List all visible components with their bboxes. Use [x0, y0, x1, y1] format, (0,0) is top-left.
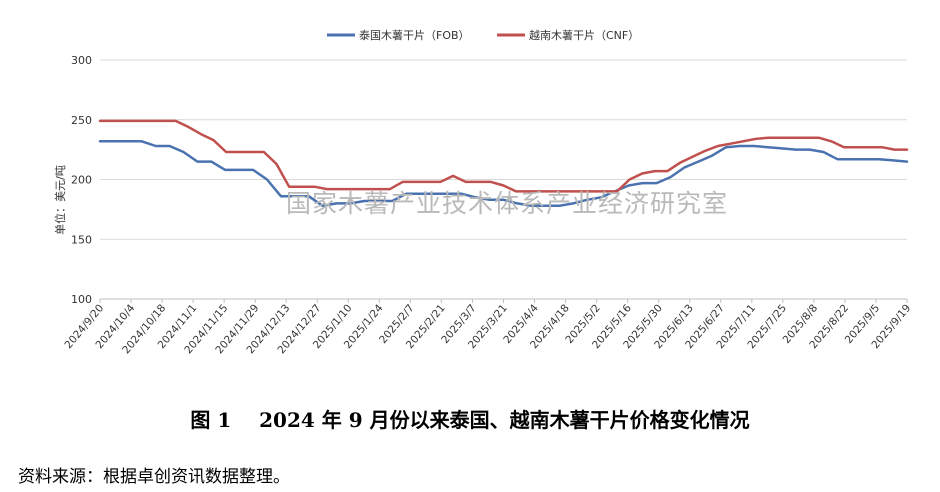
legend: 泰国木薯干片（FOB） 越南木薯干片（CNF） [327, 28, 639, 42]
series-line-1 [98, 119, 909, 193]
legend-label-0: 泰国木薯干片（FOB） [359, 28, 470, 42]
y-tick-label: 300 [71, 54, 92, 67]
y-tick-label: 100 [71, 293, 92, 306]
y-tick-label: 200 [71, 174, 92, 187]
y-axis-label: 单位：美元/吨 [53, 165, 67, 235]
y-tick-label: 250 [71, 114, 92, 127]
legend-label-1: 越南木薯干片（CNF） [529, 28, 639, 42]
gridlines [100, 59, 907, 300]
series-lines [98, 119, 909, 208]
x-axis: 2024/9/202024/10/42024/10/182024/11/1202… [62, 299, 913, 356]
series-line-0 [98, 140, 909, 208]
figure-caption: 图 1 2024 年 9 月份以来泰国、越南木薯干片价格变化情况 [190, 408, 750, 432]
y-tick-label: 150 [71, 233, 92, 246]
source-note: 资料来源：根据卓创资讯数据整理。 [18, 467, 290, 487]
watermark: 国家木薯产业技术体系产业经济研究室 [286, 189, 729, 218]
y-axis: 100 150 200 250 300 [71, 54, 92, 306]
line-chart: 100 150 200 250 300 2024/9/202024/10/42024/1… [53, 28, 913, 356]
